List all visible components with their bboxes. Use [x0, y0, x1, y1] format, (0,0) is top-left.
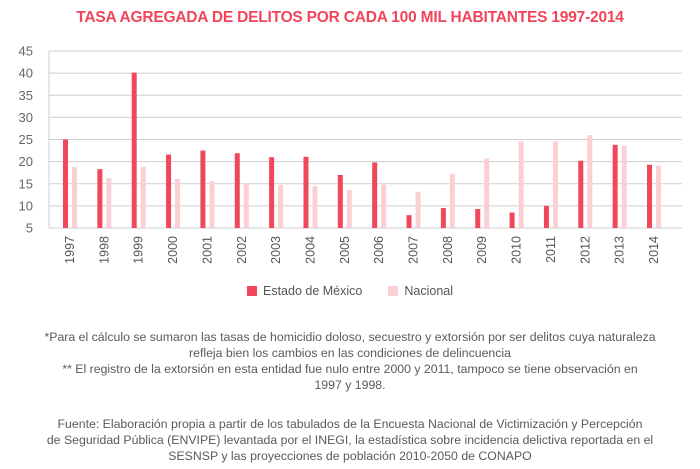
bar-estado-2006: [372, 162, 378, 228]
y-tick-label: 10: [19, 198, 33, 213]
bar-estado-2008: [440, 208, 446, 228]
bar-nacional-2004: [312, 185, 318, 228]
x-tick-label: 1998: [97, 236, 111, 264]
legend-item-estado: Estado de México: [247, 284, 362, 298]
legend-swatch: [388, 286, 399, 296]
source-note: Fuente: Elaboración propia a partir de l…: [0, 416, 700, 464]
bar-nacional-2010: [518, 141, 524, 228]
bar-estado-1998: [97, 169, 103, 228]
bar-nacional-2008: [449, 174, 455, 228]
bar-estado-2012: [578, 160, 584, 228]
source-line: Fuente: Elaboración propia a partir de l…: [57, 417, 643, 431]
footnote-line: *Para el cálculo se sumaron las tasas de…: [44, 330, 656, 344]
bar-nacional-2009: [484, 158, 490, 228]
y-tick-label: 35: [19, 88, 33, 103]
x-tick-label: 2014: [647, 236, 661, 264]
x-tick-label: 2007: [407, 236, 421, 264]
y-tick-label: 25: [19, 132, 33, 147]
footnote: *Para el cálculo se sumaron las tasas de…: [0, 329, 700, 393]
y-tick-label: 45: [19, 44, 33, 59]
legend-item-nacional: Nacional: [388, 284, 453, 298]
bar-chart: 5 10 15 20 25 30 35 40 45 1997 1998 1999 2000 2001 200…: [19, 44, 682, 264]
bar-estado-2007: [406, 215, 412, 228]
bar-estado-2001: [200, 150, 206, 228]
x-tick-label: 1999: [132, 236, 146, 264]
x-tick-label: 2006: [372, 236, 386, 264]
x-tick-label: 2002: [235, 236, 249, 264]
bar-estado-2014: [647, 164, 652, 228]
bar-estado-1999: [131, 72, 137, 229]
bar-nacional-2007: [415, 191, 421, 228]
x-tick-label: 2004: [303, 236, 317, 264]
bar-estado-2011: [543, 205, 549, 228]
legend: Estado de México Nacional: [0, 284, 700, 298]
bar-nacional-2012: [587, 135, 593, 228]
x-tick-label: 2009: [475, 236, 489, 264]
y-tick-label: 5: [26, 221, 33, 236]
bar-estado-2002: [234, 153, 240, 228]
bar-nacional-1999: [140, 166, 146, 228]
x-tick-label: 2003: [269, 236, 283, 264]
x-tick-label: 2010: [510, 236, 524, 264]
x-tick-label: 2008: [441, 236, 455, 264]
bar-nacional-2013: [621, 145, 627, 228]
legend-swatch: [247, 286, 257, 296]
bar-nacional-1997: [72, 166, 77, 228]
bar-estado-2013: [612, 144, 618, 228]
bar-nacional-2006: [381, 184, 387, 228]
y-tick-label: 40: [19, 66, 33, 81]
bar-estado-2009: [475, 208, 481, 228]
bar-estado-2003: [269, 157, 275, 228]
source-line: de Seguridad Pública (ENVIPE) levantada …: [46, 433, 654, 447]
bar-estado-2000: [166, 154, 172, 228]
x-tick-label: 2005: [338, 236, 352, 264]
bar-nacional-2002: [243, 183, 249, 228]
y-tick-label: 15: [19, 176, 33, 191]
bar-nacional-2011: [552, 141, 558, 228]
bar-estado-2004: [303, 156, 309, 228]
footnote-line: 1997 y 1998.: [314, 378, 386, 392]
source-line: SESNSP y las proyecciones de población 2…: [168, 449, 532, 463]
bar-estado-2010: [509, 212, 515, 228]
bar-nacional-2005: [346, 189, 352, 228]
footnote-line: ** El registro de la extorsión en esta e…: [62, 362, 638, 376]
bar-nacional-2001: [209, 181, 215, 228]
x-tick-label: 2011: [544, 236, 558, 263]
bar-nacional-2003: [278, 185, 284, 228]
bar-estado-2005: [337, 174, 343, 228]
bar-nacional-1998: [106, 177, 112, 228]
bar-nacional-2014: [656, 165, 661, 228]
y-tick-label: 20: [19, 154, 33, 169]
x-tick-label: 2013: [613, 236, 627, 264]
chart-title: TASA AGREGADA DE DELITOS POR CADA 100 MI…: [76, 9, 624, 26]
bar-estado-1997: [63, 139, 68, 228]
legend-label: Nacional: [404, 284, 453, 298]
bar-nacional-2000: [175, 178, 181, 228]
y-tick-label: 30: [19, 110, 33, 125]
x-tick-label: 1997: [63, 236, 77, 264]
legend-label: Estado de México: [263, 284, 363, 298]
x-tick-label: 2012: [578, 236, 592, 264]
footnote-line: refleja bien los cambios en las condicio…: [189, 346, 511, 360]
x-tick-label: 2000: [166, 236, 180, 264]
x-tick-label: 2001: [200, 236, 214, 264]
